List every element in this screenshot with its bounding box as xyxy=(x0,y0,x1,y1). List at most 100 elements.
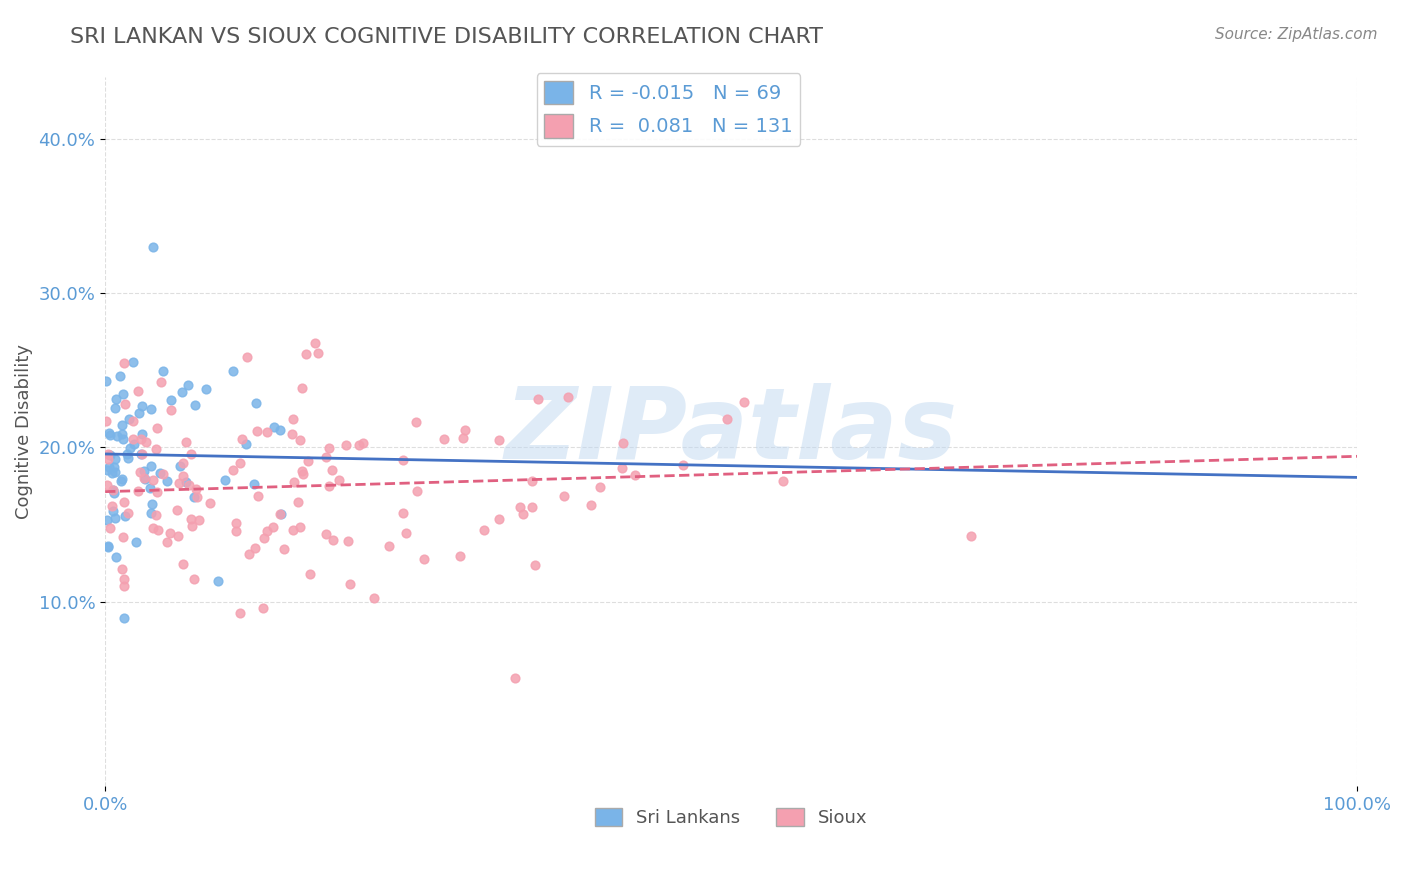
Point xyxy=(111,472,134,486)
Text: SRI LANKAN VS SIOUX COGNITIVE DISABILITY CORRELATION CHART: SRI LANKAN VS SIOUX COGNITIVE DISABILITY… xyxy=(70,27,824,46)
Point xyxy=(97,460,120,475)
Point xyxy=(222,363,245,377)
Point xyxy=(579,498,602,512)
Point xyxy=(553,489,575,503)
Point xyxy=(134,472,156,486)
Point xyxy=(112,572,135,586)
Point xyxy=(246,489,269,503)
Point xyxy=(187,513,209,527)
Point xyxy=(454,423,477,437)
Point xyxy=(733,394,755,409)
Y-axis label: Cognitive Disability: Cognitive Disability xyxy=(15,344,32,519)
Point xyxy=(135,434,157,449)
Point xyxy=(112,356,135,370)
Point xyxy=(174,435,197,450)
Point xyxy=(101,483,124,497)
Point xyxy=(101,483,124,497)
Point xyxy=(118,442,141,456)
Point xyxy=(269,507,291,521)
Point xyxy=(166,528,188,542)
Point xyxy=(127,484,149,499)
Point xyxy=(225,524,247,538)
Point xyxy=(111,530,134,544)
Point xyxy=(96,463,118,477)
Point xyxy=(253,531,276,545)
Point xyxy=(269,423,291,437)
Point xyxy=(104,511,127,525)
Point xyxy=(114,508,136,523)
Point xyxy=(297,453,319,467)
Point xyxy=(97,452,120,467)
Point xyxy=(105,550,128,565)
Point xyxy=(177,478,200,492)
Point xyxy=(263,420,285,434)
Point xyxy=(451,431,474,445)
Point xyxy=(112,432,135,446)
Point xyxy=(152,364,174,378)
Point xyxy=(225,516,247,530)
Point xyxy=(96,513,118,527)
Point xyxy=(292,467,315,481)
Point xyxy=(231,432,253,446)
Point xyxy=(288,433,311,447)
Point xyxy=(111,562,134,576)
Point xyxy=(406,483,429,498)
Point xyxy=(146,484,169,499)
Point xyxy=(214,473,236,487)
Point xyxy=(335,438,357,452)
Point xyxy=(129,432,152,446)
Point xyxy=(114,396,136,410)
Point xyxy=(141,240,163,254)
Point xyxy=(159,525,181,540)
Point xyxy=(98,520,121,534)
Point xyxy=(235,437,257,451)
Point xyxy=(612,436,634,450)
Point xyxy=(160,393,183,408)
Point xyxy=(112,611,135,625)
Point xyxy=(221,462,243,476)
Point xyxy=(589,480,612,494)
Point xyxy=(176,475,198,489)
Point xyxy=(132,471,155,485)
Point xyxy=(166,502,188,516)
Point xyxy=(207,574,229,589)
Point xyxy=(527,392,550,406)
Point xyxy=(148,467,170,481)
Point xyxy=(118,411,141,425)
Point xyxy=(122,355,145,369)
Point xyxy=(96,539,118,553)
Point xyxy=(283,475,305,490)
Point xyxy=(124,535,146,549)
Point xyxy=(110,474,132,488)
Legend: Sri Lankans, Sioux: Sri Lankans, Sioux xyxy=(588,800,875,834)
Point xyxy=(131,399,153,413)
Text: ZIPatlas: ZIPatlas xyxy=(505,384,957,481)
Point xyxy=(103,401,125,416)
Point xyxy=(142,473,165,487)
Point xyxy=(108,368,131,383)
Point xyxy=(378,539,401,553)
Point xyxy=(142,521,165,535)
Point xyxy=(283,523,305,537)
Point xyxy=(523,558,546,573)
Point xyxy=(141,458,163,473)
Point xyxy=(128,406,150,420)
Point xyxy=(672,458,695,472)
Point xyxy=(321,463,343,477)
Point xyxy=(262,520,284,534)
Point xyxy=(243,541,266,556)
Point xyxy=(315,450,337,464)
Point xyxy=(281,412,304,426)
Point xyxy=(228,456,250,470)
Point xyxy=(145,508,167,522)
Point xyxy=(150,376,173,390)
Point xyxy=(104,465,127,479)
Point xyxy=(405,415,427,429)
Point xyxy=(122,437,145,451)
Point xyxy=(395,525,418,540)
Point xyxy=(291,381,314,395)
Point xyxy=(100,466,122,480)
Point xyxy=(97,540,120,554)
Point xyxy=(624,467,647,482)
Point xyxy=(146,523,169,537)
